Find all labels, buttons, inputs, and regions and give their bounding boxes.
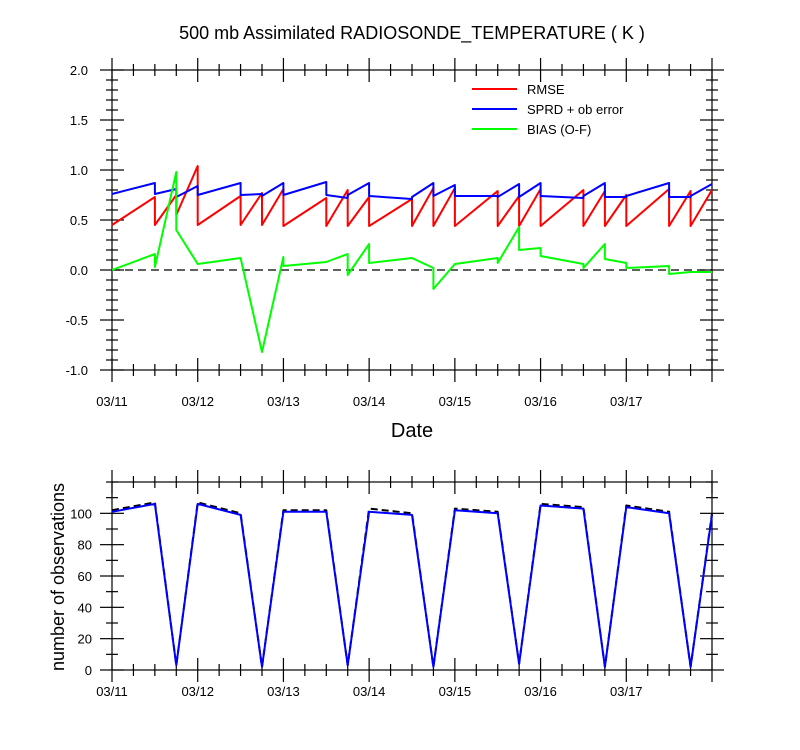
- bottom-series-used-line: [111, 502, 713, 668]
- top-x-tick-label: 03/15: [439, 394, 472, 409]
- top-y-tick-label: -0.5: [66, 313, 88, 328]
- top-x-tick-label: 03/17: [610, 394, 643, 409]
- bottom-y-tick-label: 60: [78, 569, 92, 584]
- legend-label: RMSE: [527, 82, 565, 97]
- top-x-tick-label: 03/14: [353, 394, 386, 409]
- bottom-x-tick-label: 03/11: [96, 684, 128, 699]
- bottom-x-tick-label: 03/16: [524, 684, 557, 699]
- bottom-x-tick-label: 03/17: [610, 684, 643, 699]
- top-y-tick-label: -1.0: [66, 363, 88, 378]
- top-series-bias-o-f-line: [111, 171, 712, 353]
- top-plot-panel: 03/11 03/12 03/13 03/14 03/15 03/16 03/17 2.0 1.…: [66, 58, 724, 409]
- bottom-x-tick-label: 03/12: [181, 684, 214, 699]
- bottom-plot-panel: 03/11 03/12 03/13 03/14 03/15 03/16 03/17 100 80…: [70, 470, 724, 699]
- top-x-tick-label: 03/13: [267, 394, 300, 409]
- top-y-tick-label: 0.0: [70, 263, 88, 278]
- bottom-y-tick-label: 40: [78, 600, 92, 615]
- bottom-y-axis-label: number of observations: [48, 483, 68, 671]
- bottom-y-tick-label: 20: [78, 632, 92, 647]
- top-x-tick-label: 03/12: [181, 394, 214, 409]
- top-x-axis-label: Date: [391, 420, 433, 442]
- legend-label: BIAS (O-F): [527, 122, 591, 137]
- top-series-rmse-line: [111, 165, 713, 227]
- bottom-x-tick-label: 03/15: [439, 684, 472, 699]
- top-y-tick-label: 1.5: [70, 113, 88, 128]
- bottom-x-tick-label: 03/13: [267, 684, 300, 699]
- legend-label: SPRD + ob error: [527, 102, 624, 117]
- bottom-y-tick-label: 80: [78, 538, 92, 553]
- bottom-x-tick-label: 03/14: [353, 684, 386, 699]
- top-chart-title: 500 mb Assimilated RADIOSONDE_TEMPERATUR…: [179, 23, 645, 44]
- bottom-y-tick-label: 0: [85, 663, 92, 678]
- bottom-y-tick-label: 100: [70, 506, 92, 521]
- top-x-tick-label: 03/11: [96, 394, 128, 409]
- top-y-tick-label: 0.5: [70, 213, 88, 228]
- top-y-tick-label: 1.0: [70, 163, 88, 178]
- top-x-tick-label: 03/16: [524, 394, 557, 409]
- top-series-sprd-ob-error-line: [111, 181, 713, 200]
- top-y-tick-label: 2.0: [70, 63, 88, 78]
